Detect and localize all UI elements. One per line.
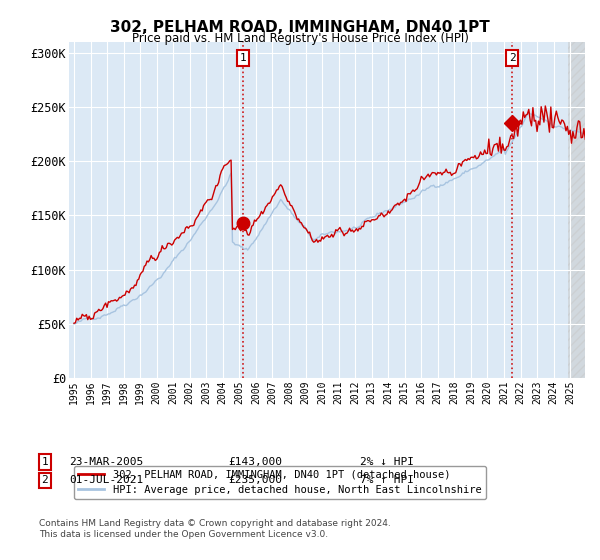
Text: 7% ↑ HPI: 7% ↑ HPI (360, 475, 414, 486)
Text: 1: 1 (41, 457, 49, 467)
Text: Price paid vs. HM Land Registry's House Price Index (HPI): Price paid vs. HM Land Registry's House … (131, 32, 469, 45)
Text: 2: 2 (509, 53, 515, 63)
Text: 1: 1 (239, 53, 247, 63)
Text: £235,000: £235,000 (228, 475, 282, 486)
Text: £143,000: £143,000 (228, 457, 282, 467)
Text: 01-JUL-2021: 01-JUL-2021 (69, 475, 143, 486)
Legend: 302, PELHAM ROAD, IMMINGHAM, DN40 1PT (detached house), HPI: Average price, deta: 302, PELHAM ROAD, IMMINGHAM, DN40 1PT (d… (74, 465, 485, 499)
Text: 23-MAR-2005: 23-MAR-2005 (69, 457, 143, 467)
Text: Contains HM Land Registry data © Crown copyright and database right 2024.
This d: Contains HM Land Registry data © Crown c… (39, 520, 391, 539)
Text: 2% ↓ HPI: 2% ↓ HPI (360, 457, 414, 467)
Text: 302, PELHAM ROAD, IMMINGHAM, DN40 1PT: 302, PELHAM ROAD, IMMINGHAM, DN40 1PT (110, 20, 490, 35)
Text: 2: 2 (41, 475, 49, 486)
